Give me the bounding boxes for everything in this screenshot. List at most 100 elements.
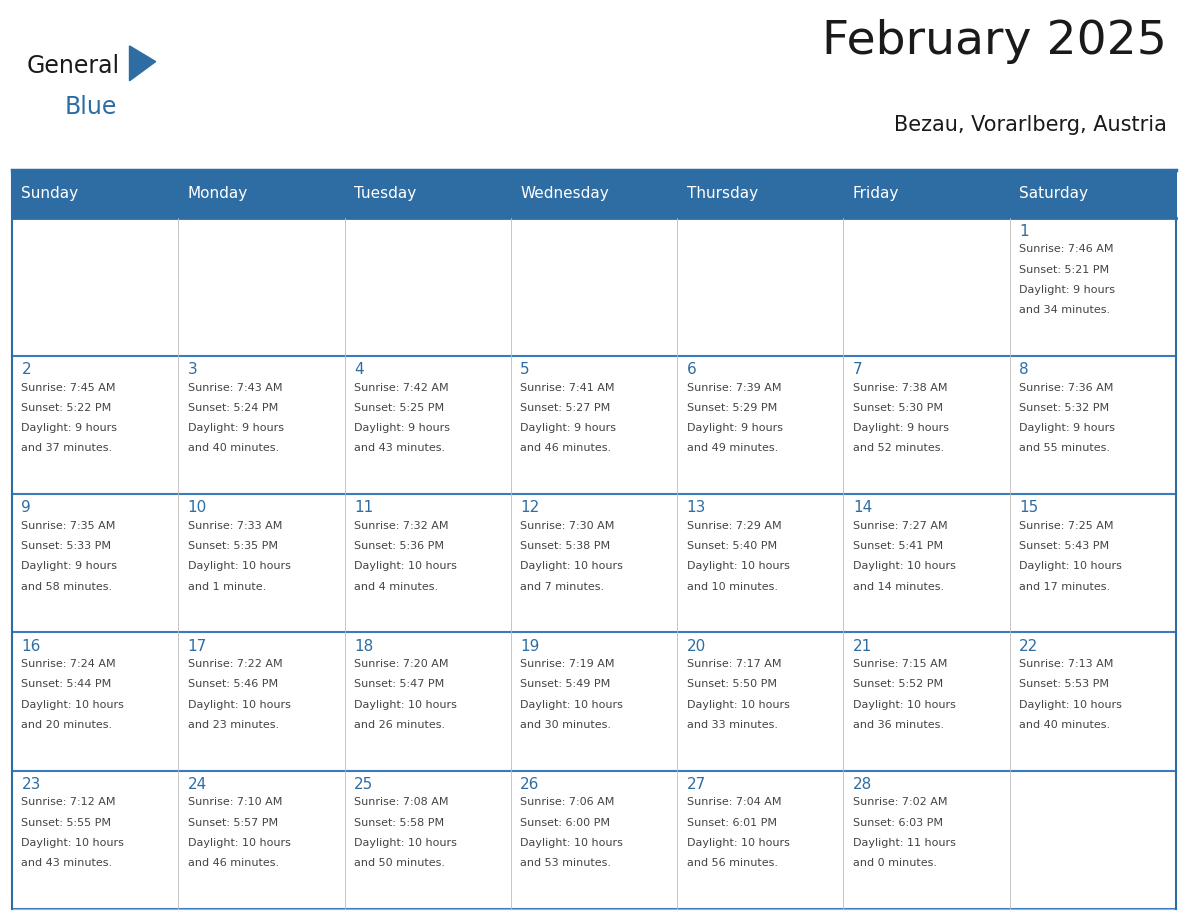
Bar	[178, 494, 345, 633]
Text: 25: 25	[354, 777, 373, 792]
Bar	[1010, 770, 1176, 909]
Text: Sunrise: 7:10 AM: Sunrise: 7:10 AM	[188, 797, 282, 807]
Text: Sunset: 5:46 PM: Sunset: 5:46 PM	[188, 679, 278, 689]
Bar	[511, 356, 677, 494]
Text: Sunset: 5:21 PM: Sunset: 5:21 PM	[1019, 264, 1110, 274]
Text: and 33 minutes.: and 33 minutes.	[687, 720, 778, 730]
Text: Sunset: 5:36 PM: Sunset: 5:36 PM	[354, 541, 444, 551]
Text: Daylight: 9 hours: Daylight: 9 hours	[520, 423, 617, 433]
Text: Daylight: 11 hours: Daylight: 11 hours	[853, 838, 956, 848]
Text: Sunrise: 7:41 AM: Sunrise: 7:41 AM	[520, 383, 615, 393]
Text: 14: 14	[853, 500, 872, 516]
Bar	[12, 356, 178, 494]
Text: Sunset: 5:41 PM: Sunset: 5:41 PM	[853, 541, 943, 551]
Text: Daylight: 9 hours: Daylight: 9 hours	[188, 423, 284, 433]
Bar	[511, 494, 677, 633]
Text: Sunset: 5:22 PM: Sunset: 5:22 PM	[21, 403, 112, 413]
Text: and 49 minutes.: and 49 minutes.	[687, 443, 778, 453]
Text: Sunrise: 7:24 AM: Sunrise: 7:24 AM	[21, 659, 116, 669]
Text: Sunset: 5:38 PM: Sunset: 5:38 PM	[520, 541, 611, 551]
Bar	[345, 218, 511, 356]
Text: 28: 28	[853, 777, 872, 792]
Text: 9: 9	[21, 500, 31, 516]
Text: 24: 24	[188, 777, 207, 792]
Text: and 37 minutes.: and 37 minutes.	[21, 443, 113, 453]
Text: Sunset: 5:27 PM: Sunset: 5:27 PM	[520, 403, 611, 413]
Text: Sunset: 5:53 PM: Sunset: 5:53 PM	[1019, 679, 1110, 689]
Text: Sunrise: 7:15 AM: Sunrise: 7:15 AM	[853, 659, 947, 669]
Text: 11: 11	[354, 500, 373, 516]
Text: Daylight: 9 hours: Daylight: 9 hours	[687, 423, 783, 433]
Text: and 46 minutes.: and 46 minutes.	[520, 443, 612, 453]
Bar	[511, 770, 677, 909]
Text: and 46 minutes.: and 46 minutes.	[188, 858, 279, 868]
Bar	[1010, 356, 1176, 494]
Text: 2: 2	[21, 363, 31, 377]
Text: Daylight: 10 hours: Daylight: 10 hours	[853, 700, 956, 710]
Text: Daylight: 9 hours: Daylight: 9 hours	[853, 423, 949, 433]
Text: Daylight: 9 hours: Daylight: 9 hours	[21, 423, 118, 433]
Bar	[843, 494, 1010, 633]
Text: Sunset: 5:29 PM: Sunset: 5:29 PM	[687, 403, 777, 413]
Bar	[843, 356, 1010, 494]
Text: Daylight: 10 hours: Daylight: 10 hours	[354, 838, 457, 848]
Text: and 17 minutes.: and 17 minutes.	[1019, 582, 1111, 591]
Polygon shape	[129, 46, 156, 81]
Text: Daylight: 10 hours: Daylight: 10 hours	[520, 838, 624, 848]
Text: Sunset: 5:58 PM: Sunset: 5:58 PM	[354, 818, 444, 827]
Text: Saturday: Saturday	[1019, 186, 1088, 201]
Text: Sunrise: 7:35 AM: Sunrise: 7:35 AM	[21, 521, 115, 531]
Text: Sunrise: 7:22 AM: Sunrise: 7:22 AM	[188, 659, 283, 669]
Bar	[12, 633, 178, 770]
Bar	[677, 218, 843, 356]
Bar	[677, 633, 843, 770]
Text: Sunrise: 7:25 AM: Sunrise: 7:25 AM	[1019, 521, 1114, 531]
Text: General: General	[26, 54, 119, 78]
Bar	[345, 770, 511, 909]
Text: Sunset: 6:03 PM: Sunset: 6:03 PM	[853, 818, 943, 827]
Text: 21: 21	[853, 639, 872, 654]
Text: Daylight: 10 hours: Daylight: 10 hours	[687, 700, 790, 710]
Bar	[677, 494, 843, 633]
Text: Sunrise: 7:39 AM: Sunrise: 7:39 AM	[687, 383, 782, 393]
Text: 1: 1	[1019, 224, 1029, 239]
Text: Sunrise: 7:12 AM: Sunrise: 7:12 AM	[21, 797, 116, 807]
Text: and 20 minutes.: and 20 minutes.	[21, 720, 113, 730]
Text: Sunset: 5:30 PM: Sunset: 5:30 PM	[853, 403, 943, 413]
Text: Daylight: 10 hours: Daylight: 10 hours	[354, 561, 457, 571]
Bar	[345, 633, 511, 770]
Text: and 26 minutes.: and 26 minutes.	[354, 720, 446, 730]
Text: Sunrise: 7:13 AM: Sunrise: 7:13 AM	[1019, 659, 1113, 669]
Text: Sunrise: 7:08 AM: Sunrise: 7:08 AM	[354, 797, 449, 807]
Text: Sunset: 5:25 PM: Sunset: 5:25 PM	[354, 403, 444, 413]
Text: Sunrise: 7:06 AM: Sunrise: 7:06 AM	[520, 797, 614, 807]
Text: Sunset: 5:33 PM: Sunset: 5:33 PM	[21, 541, 112, 551]
Text: Sunrise: 7:20 AM: Sunrise: 7:20 AM	[354, 659, 449, 669]
Text: 26: 26	[520, 777, 539, 792]
Text: Tuesday: Tuesday	[354, 186, 416, 201]
Text: and 40 minutes.: and 40 minutes.	[1019, 720, 1111, 730]
Text: Daylight: 10 hours: Daylight: 10 hours	[188, 700, 291, 710]
Text: Sunset: 5:49 PM: Sunset: 5:49 PM	[520, 679, 611, 689]
Text: Daylight: 10 hours: Daylight: 10 hours	[520, 700, 624, 710]
Text: and 4 minutes.: and 4 minutes.	[354, 582, 438, 591]
Text: Sunset: 5:35 PM: Sunset: 5:35 PM	[188, 541, 278, 551]
Text: Sunset: 5:40 PM: Sunset: 5:40 PM	[687, 541, 777, 551]
Bar	[345, 356, 511, 494]
Text: 19: 19	[520, 639, 539, 654]
Text: and 56 minutes.: and 56 minutes.	[687, 858, 778, 868]
Bar	[178, 218, 345, 356]
Text: Daylight: 10 hours: Daylight: 10 hours	[687, 838, 790, 848]
Text: Sunrise: 7:29 AM: Sunrise: 7:29 AM	[687, 521, 782, 531]
Bar	[12, 170, 1176, 218]
Text: 23: 23	[21, 777, 40, 792]
Text: Daylight: 10 hours: Daylight: 10 hours	[21, 838, 125, 848]
Text: Thursday: Thursday	[687, 186, 758, 201]
Bar	[345, 494, 511, 633]
Text: and 43 minutes.: and 43 minutes.	[21, 858, 113, 868]
Text: 12: 12	[520, 500, 539, 516]
Text: Daylight: 9 hours: Daylight: 9 hours	[1019, 285, 1116, 295]
Bar	[1010, 218, 1176, 356]
Bar	[1010, 633, 1176, 770]
Text: Friday: Friday	[853, 186, 899, 201]
